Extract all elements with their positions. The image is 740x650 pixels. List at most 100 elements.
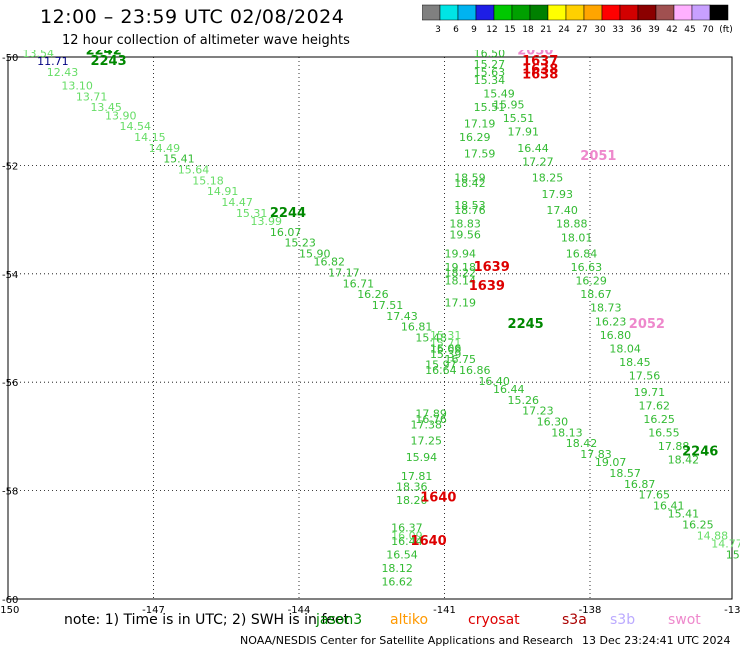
colorbar-label: 6	[453, 25, 459, 34]
wave-height-label: 15.31	[430, 329, 462, 342]
wave-height-label: 16.80	[600, 329, 632, 342]
lon-tick-label: -138	[579, 605, 602, 616]
wave-height-label: 18.73	[590, 302, 622, 315]
wave-height-label: 19.07	[595, 456, 627, 469]
wave-height-label: 16.75	[445, 353, 477, 366]
lon-tick-label: -150	[0, 605, 19, 616]
pass-time-label: 1639	[469, 279, 505, 294]
colorbar-label: 30	[594, 25, 606, 34]
map-content: 13.5411.7112.4313.1013.7113.4513.9014.54…	[23, 43, 740, 602]
wave-height-label: 18.22	[445, 267, 477, 280]
credit-text: NOAA/NESDIS Center for Satellite Applica…	[240, 634, 574, 647]
lat-tick-label: -52	[2, 161, 18, 172]
wave-height-label: 15.41	[163, 153, 195, 166]
wave-height-label: 16.23	[595, 315, 627, 328]
wave-height-label: 18.42	[454, 177, 486, 190]
colorbar-label: 45	[684, 25, 695, 34]
wave-height-label: 16.54	[386, 548, 418, 561]
wave-height-label: 16.09	[391, 529, 423, 542]
wave-height-label: 14.54	[120, 120, 152, 133]
wave-height-label: 16.87	[624, 478, 656, 491]
wave-height-label: 16.86	[459, 364, 491, 377]
wave-height-label: 16.26	[357, 288, 389, 301]
wave-height-label: 16.40	[478, 375, 510, 388]
wave-height-label: 17.25	[411, 435, 443, 448]
wave-height-label: 16.41	[653, 500, 685, 513]
wave-height-label: 18.67	[580, 288, 612, 301]
wave-height-label: 17.40	[546, 204, 578, 217]
wave-height-label: 18.59	[454, 172, 486, 185]
wave-height-label: 18.20	[396, 494, 428, 507]
colorbar-label: 39	[648, 25, 660, 34]
wave-height-label: 15.66	[430, 342, 462, 355]
lat-tick-label: -50	[2, 53, 18, 64]
wave-height-label: 15.39	[430, 348, 462, 361]
pass-time-label: 1640	[420, 490, 456, 505]
wave-height-label: 18.12	[381, 562, 413, 575]
colorbar-label: 3	[435, 25, 441, 34]
pass-time-label: 2244	[270, 206, 306, 221]
wave-height-label: 18.88	[556, 218, 588, 231]
colorbar-label: 27	[576, 25, 587, 34]
wave-height-label: 17.19	[464, 117, 496, 130]
wave-height-label: 18.42	[668, 454, 700, 467]
wave-height-label: 18.14	[445, 275, 477, 288]
lat-tick-label: -58	[2, 487, 18, 498]
pass-time-label: 1639	[474, 260, 510, 275]
colorbar-label: 70	[702, 25, 714, 34]
wave-height-label: 17.51	[372, 299, 404, 312]
colorbar-label: 42	[666, 25, 677, 34]
wave-height-label: 17.19	[445, 296, 477, 309]
wave-height-label: 17.17	[328, 267, 360, 280]
wave-height-label: 15.64	[178, 164, 210, 177]
wave-height-label: 17.59	[464, 147, 496, 160]
wave-height-label: 18.57	[609, 467, 641, 480]
wave-height-label: 11.71	[37, 55, 69, 68]
wave-height-label: 16.44	[517, 142, 549, 155]
legend-altiko: altiko	[390, 612, 429, 628]
wave-height-label: 17.81	[401, 470, 433, 483]
lat-tick-label: -54	[2, 270, 18, 281]
pass-time-label: 1637	[522, 54, 558, 69]
colorbar-swatch	[709, 4, 729, 21]
wave-height-label: 16.44	[391, 535, 423, 548]
wave-height-label: 18.01	[561, 231, 593, 244]
wave-height-label: 16.81	[401, 321, 433, 334]
wave-height-label: 15.63	[474, 66, 506, 79]
wave-height-label: 13.99	[251, 215, 283, 228]
pass-time-label: 1638	[522, 68, 558, 83]
wave-height-label: 15.23	[284, 237, 316, 250]
wave-height-label: 15.90	[299, 248, 331, 261]
wave-height-label: 16.25	[682, 519, 714, 532]
colorbar-label: 12	[486, 25, 497, 34]
wave-height-label: 16.84	[566, 248, 598, 261]
wave-height-label: 15.31	[236, 207, 268, 220]
wave-height-label: 15.51	[503, 112, 535, 125]
pass-time-label: 1640	[411, 534, 447, 549]
pass-time-label: 2050	[517, 43, 553, 58]
wave-height-label: 16.29	[459, 131, 491, 144]
wave-height-label: 16.29	[575, 275, 607, 288]
wave-height-label: 14.49	[149, 142, 181, 155]
wave-height-label: 15.26	[508, 394, 540, 407]
legend-swot: swot	[668, 612, 701, 628]
wave-height-label: 16.25	[643, 413, 675, 426]
wave-height-label: 16.62	[381, 575, 413, 588]
wave-height-label: 16.63	[571, 261, 603, 274]
wave-height-label: 16.09	[430, 342, 462, 355]
lon-tick-label: -135	[724, 605, 740, 616]
wave-height-label: 19.94	[445, 248, 477, 261]
wave-height-label: 13.54	[23, 47, 55, 60]
wave-height-label: 18.13	[551, 426, 583, 439]
wave-height-label: 12.43	[47, 66, 79, 79]
wave-height-label: 17.27	[522, 155, 554, 168]
wave-height-label: 19.56	[449, 229, 481, 242]
wave-height-label: 18.53	[454, 199, 486, 212]
wave-height-label: 17.83	[580, 448, 612, 461]
wave-height-label: 14.91	[207, 185, 239, 198]
wave-height-label: 13.10	[61, 80, 93, 93]
wave-height-label: 18.42	[566, 437, 598, 450]
wave-height-label: 15.78	[726, 548, 740, 561]
wave-height-label: 15.49	[483, 88, 515, 101]
